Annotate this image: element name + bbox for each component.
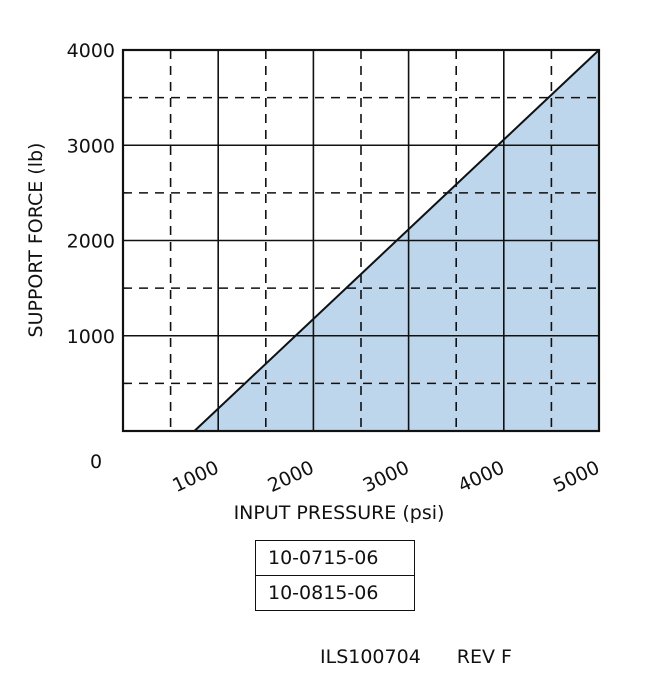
y-tick-label: 3000 xyxy=(67,135,115,157)
x-tick-label: 3000 xyxy=(360,457,413,497)
revision: REV F xyxy=(456,646,512,668)
doc-id: ILS100704 xyxy=(320,646,421,668)
x-tick-label: 0 xyxy=(90,451,102,473)
x-tick-label: 2000 xyxy=(264,457,317,497)
plot-frame xyxy=(121,48,601,433)
part-number: 10-0715-06 xyxy=(268,547,379,569)
x-tick-label: 1000 xyxy=(169,457,222,497)
y-tick-label: 2000 xyxy=(67,231,115,253)
y-tick-label: 1000 xyxy=(67,326,115,348)
series-line xyxy=(193,49,600,432)
x-tick-label: 5000 xyxy=(550,457,603,497)
x-tick-label: 4000 xyxy=(455,457,508,497)
part-number: 10-0815-06 xyxy=(256,575,414,610)
part-number-table: 10-0715-06 10-0815-06 xyxy=(255,540,415,611)
y-axis-label: SUPPORT FORCE (lb) xyxy=(25,143,47,338)
x-axis-label: INPUT PRESSURE (psi) xyxy=(234,502,445,524)
footer: ILS100704 REV F xyxy=(320,646,512,668)
y-tick-label: 4000 xyxy=(67,40,115,62)
